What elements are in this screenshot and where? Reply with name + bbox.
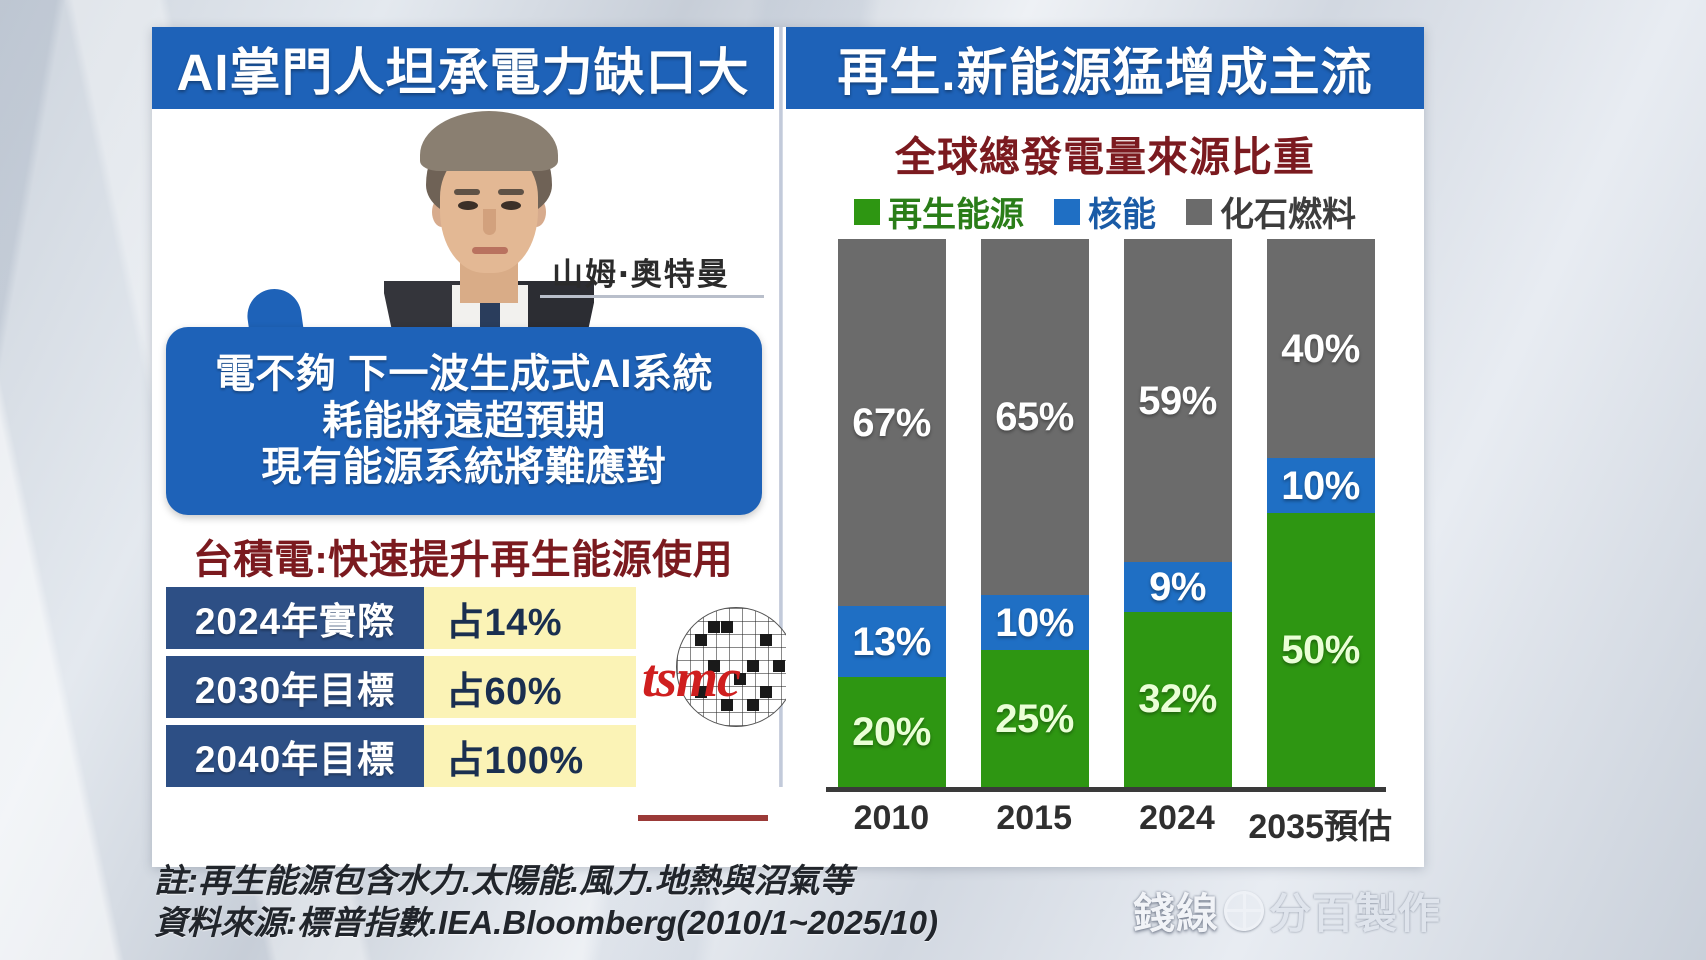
legend-label-fossil: 化石燃料 (1220, 196, 1356, 234)
row-label: 2024年實際 (166, 587, 424, 649)
tsmc-wordmark: tsmc (642, 648, 741, 708)
legend-label-nuclear: 核能 (1088, 196, 1156, 234)
table-row: 2040年目標 占100% (166, 725, 636, 787)
bar-group-2035預估: 40% 10% 50% (1249, 239, 1392, 787)
right-header-title: 再生.新能源猛增成主流 (837, 44, 1373, 101)
quote-line-2: 耗能將遠超預期 (322, 398, 606, 443)
quote-line-3: 現有能源系統將難應對 (261, 445, 667, 490)
footnote-2: 資料來源:標普指數.IEA.Bloomberg(2010/1~2025/10) (154, 904, 938, 942)
tsmc-sub-headline: 台積電:快速提升再生能源使用 (192, 538, 734, 582)
tsmc-logo: tsmc (642, 589, 796, 775)
watermark-text-b: 分百製作 (1269, 890, 1442, 937)
row-label: 2030年目標 (166, 656, 424, 718)
bar-segment-nuclear: 13% (837, 606, 946, 678)
bar-segment-renewable: 25% (980, 650, 1089, 787)
wafer-icon (676, 607, 796, 727)
bar-group-2024: 59% 9% 32% (1106, 239, 1249, 787)
table-row: 2024年實際 占14% (166, 587, 636, 649)
chart-title: 全球總發電量來源比重 (895, 134, 1315, 180)
bar-segment-fossil: 59% (1123, 239, 1232, 563)
table-row: 2030年目標 占60% (166, 656, 636, 718)
bar-value-label: 59% (1138, 378, 1217, 423)
tsmc-target-table: 2024年實際 占14% 2030年目標 占60% 2040年目標 占100% (166, 587, 636, 794)
x-axis-label-2015: 2015 (996, 799, 1072, 837)
legend-label-renewable: 再生能源 (888, 196, 1024, 234)
legend-item-nuclear: 核能 (1054, 187, 1156, 236)
eyebrow-left (454, 189, 480, 195)
legend-swatch-nuclear (1054, 198, 1080, 225)
stacked-bars: 67% 13% 20% 65% 10% 25% 59% 9% 32% 40% 10% 50% (820, 239, 1392, 787)
bar-value-label: 10% (1281, 463, 1360, 508)
bar-segment-renewable: 32% (1123, 611, 1232, 787)
infographic-card: AI掌門人坦承電力缺口大 再生.新能源猛增成主流 山姆‧奧特曼 (152, 27, 1424, 867)
person-name-label: 山姆‧奧特曼 (552, 257, 730, 292)
quote-line-1: 電不夠 下一波生成式AI系統 (214, 351, 714, 396)
eye-left (458, 201, 478, 210)
eye-right (501, 201, 521, 210)
legend-swatch-renewable (854, 198, 880, 225)
bar-segment-fossil: 40% (1266, 239, 1375, 459)
panel-divider (774, 27, 786, 787)
chart-legend: 再生能源 核能 化石燃料 (786, 187, 1424, 236)
bar-group-2015: 65% 10% 25% (963, 239, 1106, 787)
person-name-underline (540, 295, 764, 298)
bar-value-label: 9% (1149, 564, 1206, 609)
quote-bubble: 電不夠 下一波生成式AI系統 耗能將遠超預期 現有能源系統將難應對 (166, 327, 762, 515)
nose (483, 209, 496, 235)
broadcaster-watermark: 錢線 分百製作 (1133, 880, 1441, 941)
tsmc-underline-rule (638, 815, 768, 821)
bar-group-2010: 67% 13% 20% (820, 239, 963, 787)
bar-value-label: 50% (1281, 628, 1360, 672)
legend-swatch-fossil (1186, 198, 1212, 225)
left-header-bar: AI掌門人坦承電力缺口大 (152, 27, 774, 109)
chart-plot-area: 67% 13% 20% 65% 10% 25% 59% 9% 32% 40% 10% 50% 2010… (820, 239, 1392, 846)
bar-segment-renewable: 20% (837, 677, 946, 787)
bar-value-label: 20% (852, 710, 931, 755)
portrait-photo (384, 109, 594, 341)
x-axis-labels: 2010 2015 2024 2035預估 (820, 799, 1392, 855)
mouth (472, 247, 508, 254)
x-axis-label-2024: 2024 (1139, 799, 1215, 837)
bar-segment-nuclear: 10% (1266, 458, 1375, 513)
right-panel-chart: 全球總發電量來源比重 再生能源 核能 化石燃料 67% 13% 20% 65% 10% 2… (786, 109, 1424, 867)
footnote-1: 註:再生能源包含水力.太陽能.風力.地熱與沼氣等 (154, 862, 853, 899)
bar-value-label: 13% (852, 619, 931, 664)
left-panel: 山姆‧奧特曼 電不夠 下一波生成式AI系統 耗能將遠超預期 現有能源系統將難應對… (152, 109, 796, 867)
bar-segment-fossil: 65% (980, 239, 1089, 596)
bar-segment-nuclear: 9% (1123, 562, 1232, 612)
row-value: 占14% (424, 587, 636, 649)
bar-value-label: 32% (1138, 677, 1217, 722)
bar-segment-renewable: 50% (1266, 513, 1375, 787)
legend-item-fossil: 化石燃料 (1186, 187, 1356, 236)
legend-item-renewable: 再生能源 (854, 187, 1024, 236)
right-header-bar: 再生.新能源猛增成主流 (786, 27, 1424, 109)
bar-value-label: 65% (995, 395, 1074, 440)
x-axis-label-2035預估: 2035預估 (1248, 808, 1392, 846)
watermark-text-a: 錢線 (1133, 890, 1220, 937)
bar-segment-fossil: 67% (837, 239, 946, 607)
row-value: 占60% (424, 656, 636, 718)
x-axis-line (826, 787, 1386, 792)
row-label: 2040年目標 (166, 725, 424, 787)
hair-front (420, 111, 558, 171)
globe-icon (1224, 890, 1265, 931)
bar-value-label: 40% (1281, 326, 1360, 371)
bar-value-label: 67% (852, 400, 931, 445)
row-value: 占100% (424, 725, 636, 787)
bar-value-label: 10% (995, 600, 1074, 645)
bar-value-label: 25% (995, 696, 1074, 741)
bar-segment-nuclear: 10% (980, 595, 1089, 650)
x-axis-label-2010: 2010 (853, 799, 930, 837)
left-header-title: AI掌門人坦承電力缺口大 (176, 44, 750, 101)
eyebrow-right (498, 189, 524, 195)
footnotes: 註:再生能源包含水力.太陽能.風力.地熱與沼氣等 資料來源:標普指數.IEA.B… (154, 860, 1094, 944)
